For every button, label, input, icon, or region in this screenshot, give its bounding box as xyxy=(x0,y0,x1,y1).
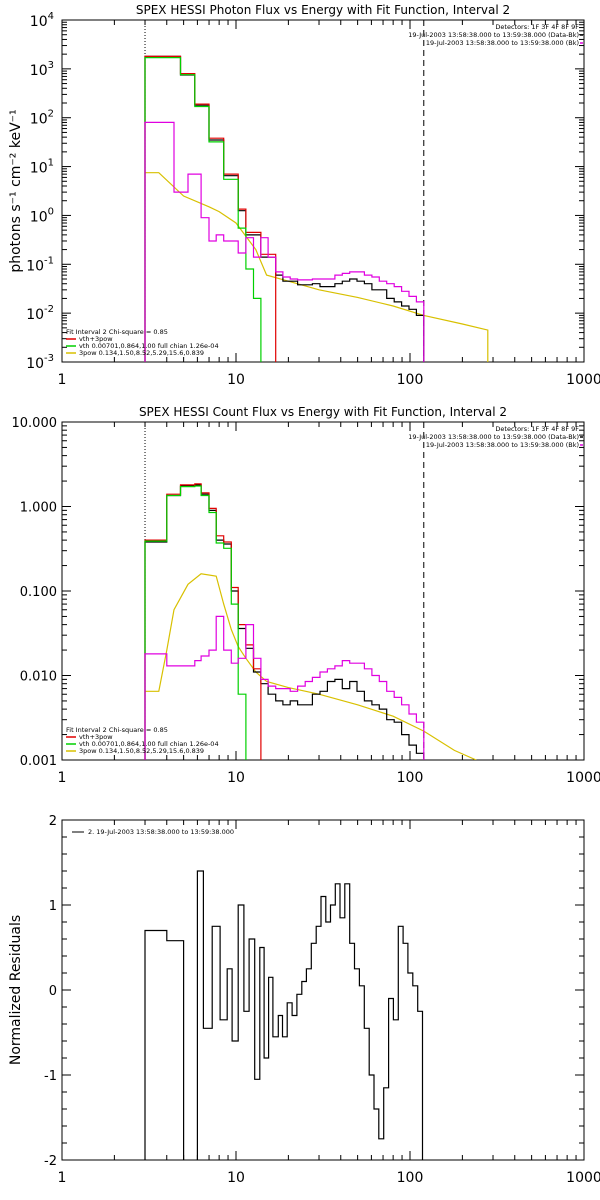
y-tick-label: 0.010 xyxy=(20,670,57,685)
chart-1: 1 10 100 100010410310210110010-110-210-3SPE… xyxy=(8,3,600,388)
fit-legend-label: 3pow 0.134,1.50,8.52,5.29,15.6,0.839 xyxy=(79,747,204,755)
fit-legend-label: vth 0.00701,0.864,1.00 full chian 1.26e-… xyxy=(79,740,219,748)
plot-area xyxy=(144,55,489,362)
y-tick-exponent: -2 xyxy=(44,304,54,315)
y-tick-base: 10 xyxy=(26,258,44,274)
x-tick-label: 100 xyxy=(397,1170,424,1186)
y-tick-label: 10-2 xyxy=(26,304,54,323)
y-tick-exponent: 0 xyxy=(48,206,54,217)
y-tick-exponent: 1 xyxy=(48,158,54,169)
chart-title: SPEX HESSI Photon Flux vs Energy with Fi… xyxy=(136,3,510,17)
fit-legend-label: vth+3pow xyxy=(79,733,113,741)
x-tick-label: 10 xyxy=(227,372,245,388)
y-tick-exponent: -3 xyxy=(44,353,54,364)
y-tick-label: 0.001 xyxy=(20,754,57,769)
y-tick-label: 2 xyxy=(49,814,57,829)
y-tick-base: 10 xyxy=(26,356,44,372)
y-tick-label: 1.000 xyxy=(20,501,57,516)
plot-area xyxy=(144,483,477,760)
y-tick-exponent: 4 xyxy=(48,11,54,22)
y-tick-label: 0 xyxy=(49,984,57,999)
y-tick-label: -2 xyxy=(44,1154,57,1169)
y-tick-label: 10-3 xyxy=(26,353,54,372)
x-tick-label: 1000 xyxy=(566,1170,600,1186)
info-line: Detectors: 1F 3F 4F 8F 9F xyxy=(495,23,579,31)
data-series-2 xyxy=(144,55,277,362)
plot-frame xyxy=(61,421,585,761)
y-tick-label: 104 xyxy=(30,11,54,30)
x-tick-label: 100 xyxy=(397,770,424,786)
fit-legend-header: Fit Interval 2 Chi-square = 0.85 xyxy=(66,328,168,336)
chart-title: SPEX HESSI Count Flux vs Energy with Fit… xyxy=(139,405,507,419)
y-tick-label: 0.100 xyxy=(20,585,57,600)
y-tick-label: 102 xyxy=(30,109,54,128)
y-tick-base: 10 xyxy=(30,209,48,225)
x-tick-label: 10 xyxy=(227,1170,245,1186)
chart-2: 1 10 100 1000 10.000 1.000 0.100 0.010 0.001 SPEX… xyxy=(12,405,600,786)
y-tick-base: 10 xyxy=(30,14,48,30)
data-series-4 xyxy=(144,121,425,362)
y-axis-label: photons s⁻¹ cm⁻² keV⁻¹ xyxy=(8,109,24,272)
y-axis-label: Normalized Residuals xyxy=(8,915,24,1065)
info-line: 19-Jul-2003 13:58:38.000 to 13:59:38.000… xyxy=(426,441,579,449)
x-tick-label: 1000 xyxy=(566,770,600,786)
y-tick-label: 100 xyxy=(30,206,54,225)
y-tick-label: 10.000 xyxy=(12,416,58,431)
data-series-4 xyxy=(144,615,425,760)
info-line: 19-Jul-2003 13:58:38.000 to 13:59:38.000… xyxy=(426,39,579,47)
fit-legend-label: vth+3pow xyxy=(79,335,113,343)
plot-frame xyxy=(61,819,585,1161)
y-tick-label: 10-1 xyxy=(26,255,54,274)
y-tick-base: 10 xyxy=(30,63,48,79)
x-tick-label: 1000 xyxy=(566,372,600,388)
fit-curve xyxy=(145,573,477,760)
fit-curve xyxy=(145,172,489,362)
legend-label: 2. 19-Jul-2003 13:58:38.000 to 13:59:38.… xyxy=(88,828,234,836)
fit-legend-label: 3pow 0.134,1.50,8.52,5.29,15.6,0.839 xyxy=(79,349,204,357)
data-series-3 xyxy=(144,485,247,760)
y-tick-exponent: 3 xyxy=(48,60,54,71)
data-series-1 xyxy=(144,870,424,1160)
x-tick-label: 1 xyxy=(58,770,67,786)
plot-frame xyxy=(61,19,585,363)
data-series-3 xyxy=(144,57,262,362)
x-tick-label: 100 xyxy=(397,372,424,388)
plot-area xyxy=(144,870,424,1160)
y-tick-exponent: 2 xyxy=(48,109,54,120)
y-tick-label: -1 xyxy=(44,1069,57,1084)
info-line: Detectors: 1F 3F 4F 8F 9F xyxy=(495,425,579,433)
x-tick-label: 10 xyxy=(227,770,245,786)
y-tick-base: 10 xyxy=(30,112,48,128)
info-line: 19-Jul-2003 13:58:38.000 to 13:59:38.000… xyxy=(408,433,579,441)
y-tick-label: 101 xyxy=(30,158,54,177)
y-tick-base: 10 xyxy=(30,161,48,177)
y-tick-label: 1 xyxy=(49,899,57,914)
y-tick-label: 103 xyxy=(30,60,54,79)
x-tick-label: 1 xyxy=(58,1170,67,1186)
x-tick-label: 1 xyxy=(58,372,67,388)
y-tick-base: 10 xyxy=(26,307,44,323)
data-series-1 xyxy=(144,55,425,362)
fit-legend-label: vth 0.00701,0.864,1.00 full chian 1.26e-… xyxy=(79,342,219,350)
fit-legend-header: Fit Interval 2 Chi-square = 0.85 xyxy=(66,726,168,734)
info-line: 19-Jul-2003 13:58:38.000 to 13:59:38.000… xyxy=(408,31,579,39)
y-tick-exponent: -1 xyxy=(44,255,54,266)
